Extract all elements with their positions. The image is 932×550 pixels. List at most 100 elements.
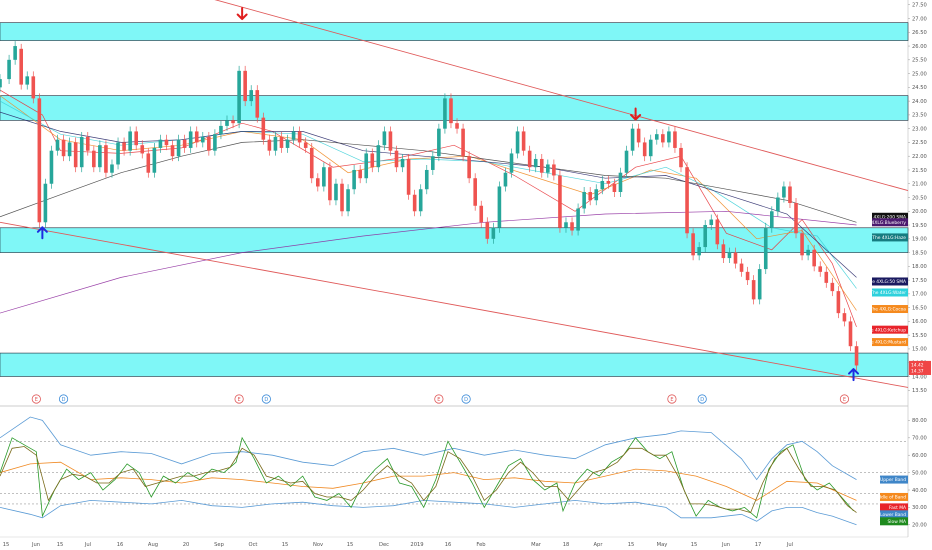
event-marker-circle xyxy=(261,394,271,404)
series-label-text: The 4XLG:Cocoa xyxy=(869,307,907,313)
candle xyxy=(394,150,399,168)
price-tick-label: 21.50 xyxy=(912,168,927,174)
price-tick-label: 27.50 xyxy=(912,3,927,9)
osc-tick-label: 70.00 xyxy=(912,436,927,442)
candle xyxy=(854,346,859,366)
candle xyxy=(279,136,284,148)
series-label: The 4XLG:Water xyxy=(869,288,908,297)
candle xyxy=(37,98,42,223)
osc-tick-label: 50.00 xyxy=(912,470,927,476)
time-tick-label: May xyxy=(657,542,668,548)
price-badge-bg xyxy=(909,366,931,375)
time-tick-label: 17 xyxy=(755,542,762,548)
price-tick-label: 17.00 xyxy=(912,292,927,298)
candle xyxy=(19,48,23,85)
candle xyxy=(636,128,641,143)
candle xyxy=(709,219,714,226)
candle xyxy=(424,169,429,190)
candle xyxy=(98,145,102,168)
arrow-down-icon xyxy=(236,7,248,21)
candle xyxy=(449,98,453,124)
osc-label-bg xyxy=(880,517,908,526)
series-label-text: The 4XLG:Ketchup xyxy=(864,327,906,333)
time-tick-label: Jul xyxy=(84,542,91,548)
candle xyxy=(503,172,508,187)
candle xyxy=(570,222,574,231)
candle xyxy=(67,142,72,157)
candle xyxy=(806,249,810,256)
time-tick-label: 15 xyxy=(691,542,698,548)
time-tick-label: Jun xyxy=(721,542,730,548)
candle xyxy=(685,167,689,234)
candle xyxy=(437,128,441,157)
price-tick-label: 20.50 xyxy=(912,195,927,201)
time-tick-label: 20 xyxy=(183,542,190,548)
oscillator-series-1 xyxy=(0,499,857,526)
price-badge: 14.42 xyxy=(909,360,931,369)
time-tick-label: Mar xyxy=(531,542,542,548)
candle xyxy=(249,90,254,102)
event-marker-circle xyxy=(667,394,677,404)
event-marker-label: D xyxy=(464,397,468,403)
candle xyxy=(291,131,296,140)
time-tick-label: 15 xyxy=(628,542,635,548)
price-tick-label: 15.50 xyxy=(912,333,927,339)
osc-label-text: Fast MA xyxy=(889,505,906,511)
candle xyxy=(267,139,272,151)
candle xyxy=(49,150,54,184)
candle xyxy=(164,139,169,146)
price-tick-label: 14.00 xyxy=(912,374,927,380)
candle xyxy=(443,98,447,129)
candle xyxy=(370,153,375,168)
moving-average-3 xyxy=(0,111,857,278)
candle xyxy=(170,145,175,157)
event-marker-circle xyxy=(839,394,850,404)
candle xyxy=(376,145,381,168)
arrow-down-icon xyxy=(630,107,642,121)
osc-tick-label: 20.00 xyxy=(912,523,927,529)
osc-series-label: Lower Band xyxy=(880,510,908,519)
candle xyxy=(110,164,114,173)
time-tick-label: Oct xyxy=(249,542,258,548)
event-marker-label: D xyxy=(700,397,704,403)
candle xyxy=(521,131,526,151)
candle xyxy=(661,134,665,143)
price-tick-label: 19.50 xyxy=(912,223,927,229)
candle xyxy=(552,164,556,176)
candle xyxy=(273,136,278,151)
candle xyxy=(431,156,435,170)
candle xyxy=(491,227,496,239)
series-label-bg xyxy=(872,325,908,334)
candle xyxy=(576,208,580,231)
oscillator-series-2 xyxy=(0,461,857,501)
candle xyxy=(527,150,532,168)
candle xyxy=(55,139,60,151)
candle xyxy=(322,167,326,187)
candle xyxy=(751,280,756,300)
candle xyxy=(582,191,586,209)
candle xyxy=(261,117,266,140)
candle xyxy=(25,76,30,85)
price-badge-text: 14.37 xyxy=(911,369,924,375)
osc-series-label: Slow MA xyxy=(880,517,908,526)
time-tick-label: Nov xyxy=(313,542,323,548)
candle xyxy=(340,183,344,212)
time-tick-label: 18 xyxy=(563,542,570,548)
price-badge-bg xyxy=(909,360,931,369)
event-marker-label: E xyxy=(35,397,38,403)
moving-averages xyxy=(0,89,857,328)
candle xyxy=(776,197,780,212)
candle xyxy=(654,134,659,140)
candle xyxy=(418,189,423,212)
support-resistance-zones xyxy=(0,22,909,377)
candle xyxy=(412,194,417,212)
candle xyxy=(207,136,211,151)
time-tick-label: Apr xyxy=(594,542,604,548)
moving-average-5 xyxy=(0,210,857,314)
time-tick-label: Feb xyxy=(476,542,486,548)
candle xyxy=(406,158,411,195)
osc-label-bg xyxy=(880,503,908,512)
event-marker-label: D xyxy=(264,397,268,403)
candle xyxy=(13,46,17,60)
